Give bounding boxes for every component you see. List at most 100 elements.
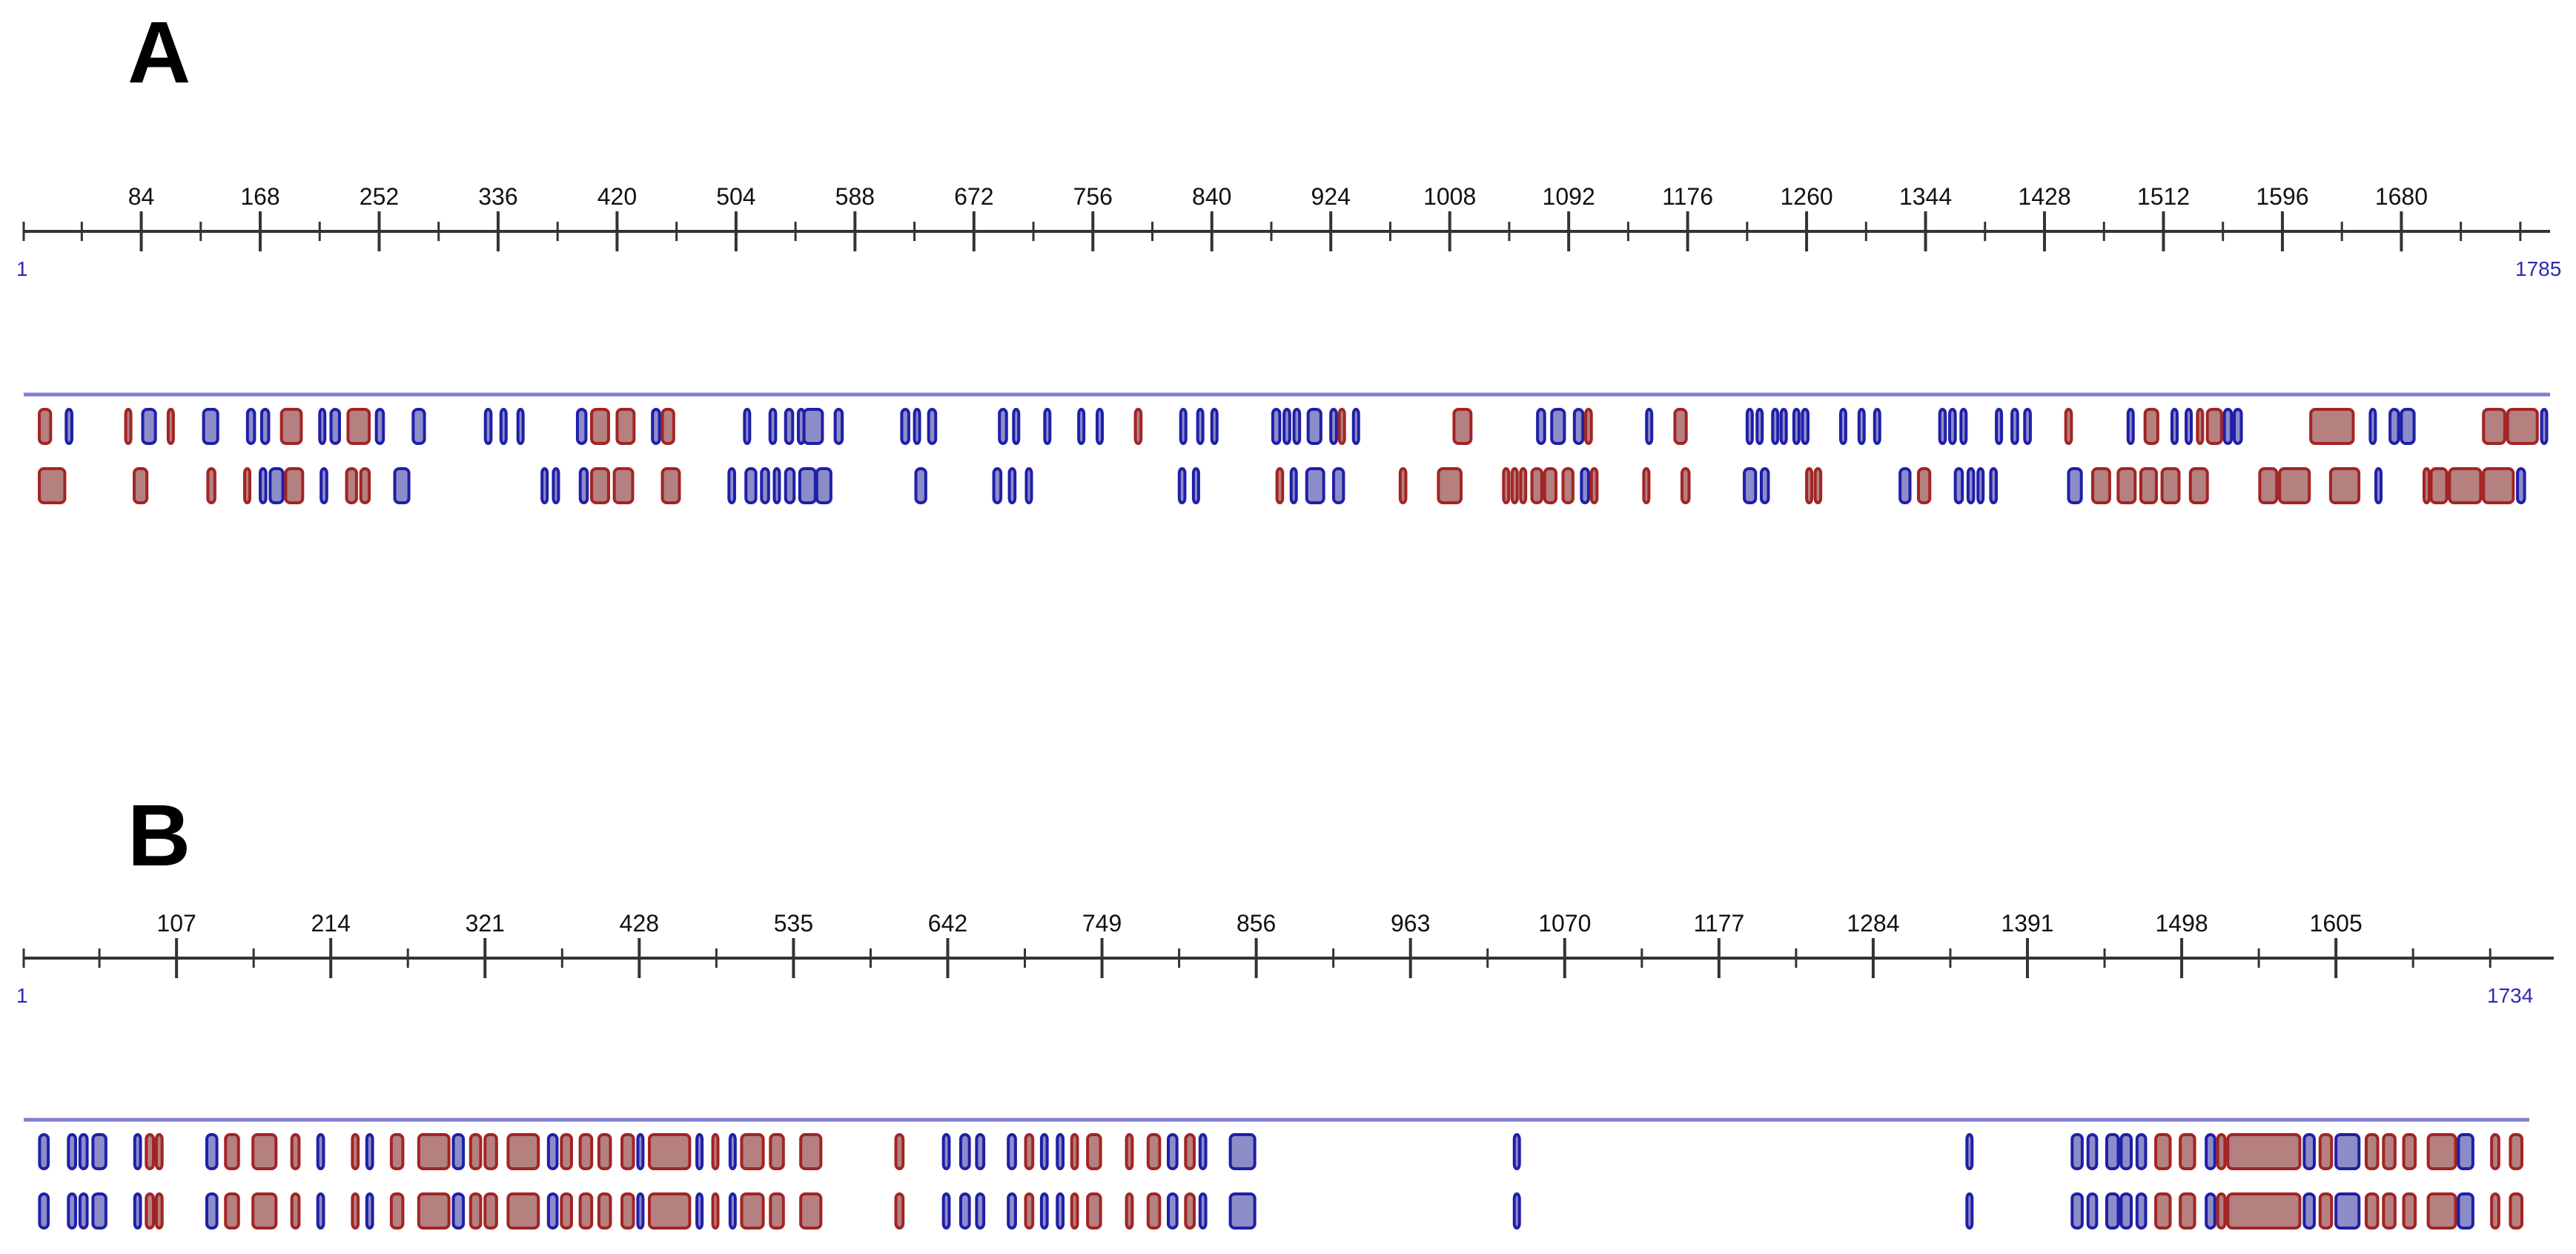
feature-block-blue [1289, 467, 1298, 504]
feature-block-red [290, 1133, 301, 1170]
feature-block-red [894, 1192, 905, 1230]
feature-block-blue [329, 408, 341, 445]
feature-block-red [389, 1192, 405, 1230]
feature-block-red [251, 1192, 278, 1230]
feature-block-blue [1779, 408, 1788, 445]
feature-block-blue [2105, 1192, 2120, 1230]
ruler-end-label: 1785 [2515, 257, 2561, 280]
feature-block-red [290, 1192, 301, 1230]
feature-block-blue [927, 408, 938, 445]
feature-block-red [38, 467, 67, 504]
feature-block-blue [2302, 1192, 2316, 1230]
feature-block-red [2154, 1133, 2172, 1170]
feature-block-blue [958, 1133, 971, 1170]
feature-block-red [1543, 467, 1557, 504]
feature-block-blue [636, 1192, 645, 1230]
feature-block-red [279, 408, 303, 445]
feature-block-blue [1536, 408, 1546, 445]
ruler-tick-label: 1344 [1899, 183, 1952, 210]
feature-block-red [1917, 467, 1932, 504]
feature-block-blue [205, 1133, 219, 1170]
feature-block-red [166, 408, 175, 445]
feature-block-blue [913, 408, 921, 445]
feature-block-red [1502, 467, 1511, 504]
feature-block-blue [2302, 1133, 2316, 1170]
feature-block-red [389, 1133, 405, 1170]
feature-block-blue [1938, 408, 1947, 445]
ruler-tick-label: 1008 [1423, 183, 1476, 210]
feature-block-blue [1271, 408, 1282, 445]
feature-track-2 [38, 467, 2526, 504]
feature-block-blue [2135, 1192, 2148, 1230]
feature-block-blue [2334, 1192, 2361, 1230]
feature-block-blue [695, 1192, 704, 1230]
ruler-start-label: 1 [16, 984, 28, 1007]
feature-block-red [1086, 1133, 1102, 1170]
feature-block-red [2154, 1192, 2172, 1230]
feature-block-red [2426, 1192, 2457, 1230]
feature-block-blue [1024, 467, 1033, 504]
feature-block-red [647, 1133, 692, 1170]
ruler-tick-label: 1092 [1543, 183, 1595, 210]
feature-block-blue [2070, 1192, 2084, 1230]
feature-block-red [2179, 1192, 2196, 1230]
feature-block-blue [2067, 467, 2083, 504]
ruler-tick-label: 214 [311, 910, 351, 937]
feature-block-blue [2540, 408, 2549, 445]
ruler-tick-label: 420 [597, 183, 637, 210]
feature-block-red [2116, 467, 2137, 504]
feature-block-blue [1305, 467, 1325, 504]
feature-block-red [2318, 1133, 2334, 1170]
feature-block-blue [768, 408, 778, 445]
feature-block-red [2196, 408, 2205, 445]
feature-block-red [620, 1192, 635, 1230]
feature-block-blue [1007, 1133, 1017, 1170]
feature-block-red [2382, 1192, 2397, 1230]
ruler-tick-label: 672 [954, 183, 993, 210]
feature-block-blue [38, 1192, 50, 1230]
feature-block-red [506, 1192, 540, 1230]
feature-block-blue [695, 1133, 704, 1170]
feature-block-blue [546, 1192, 559, 1230]
feature-block-blue [744, 467, 758, 504]
ruler-tick-label: 428 [620, 910, 659, 937]
feature-block-blue [815, 467, 832, 504]
feature-block-blue [1167, 1133, 1179, 1170]
feature-block-blue [318, 408, 327, 445]
feature-block-blue [1745, 408, 1754, 445]
feature-block-red [590, 408, 610, 445]
feature-block-blue [1976, 467, 1985, 504]
feature-block-red [284, 467, 305, 504]
feature-block-red [2382, 1133, 2397, 1170]
feature-block-blue [2368, 408, 2377, 445]
feature-block-blue [1329, 408, 1338, 445]
feature-block-blue [411, 408, 426, 445]
feature-block-red [1437, 467, 1463, 504]
ruler-tick-label: 168 [240, 183, 279, 210]
feature-block-blue [1292, 408, 1302, 445]
feature-block-blue [2126, 408, 2135, 445]
feature-block-blue [365, 1133, 374, 1170]
feature-block-red [560, 1133, 573, 1170]
feature-block-red [351, 1133, 360, 1170]
ruler-tick-label: 1176 [1662, 183, 1713, 210]
feature-block-blue [760, 467, 770, 504]
feature-block-blue [2070, 1133, 2084, 1170]
feature-block-blue [1306, 408, 1322, 445]
feature-block-blue [900, 408, 910, 445]
feature-block-blue [67, 1192, 78, 1230]
feature-block-blue [1039, 1133, 1049, 1170]
feature-block-blue [393, 467, 411, 504]
ruler-tick-label: 1498 [2155, 910, 2208, 937]
feature-block-blue [316, 1133, 325, 1170]
feature-block-blue [1512, 1133, 1521, 1170]
feature-block-blue [2105, 1133, 2120, 1170]
feature-block-blue [91, 1192, 107, 1230]
feature-block-red [1530, 467, 1543, 504]
feature-block-red [1561, 467, 1575, 504]
feature-block-red [1813, 467, 1823, 504]
feature-block-blue [1077, 408, 1086, 445]
ruler-tick-label: 1260 [1780, 183, 1832, 210]
feature-block-blue [67, 1133, 78, 1170]
ruler-tick-label: 504 [716, 183, 755, 210]
